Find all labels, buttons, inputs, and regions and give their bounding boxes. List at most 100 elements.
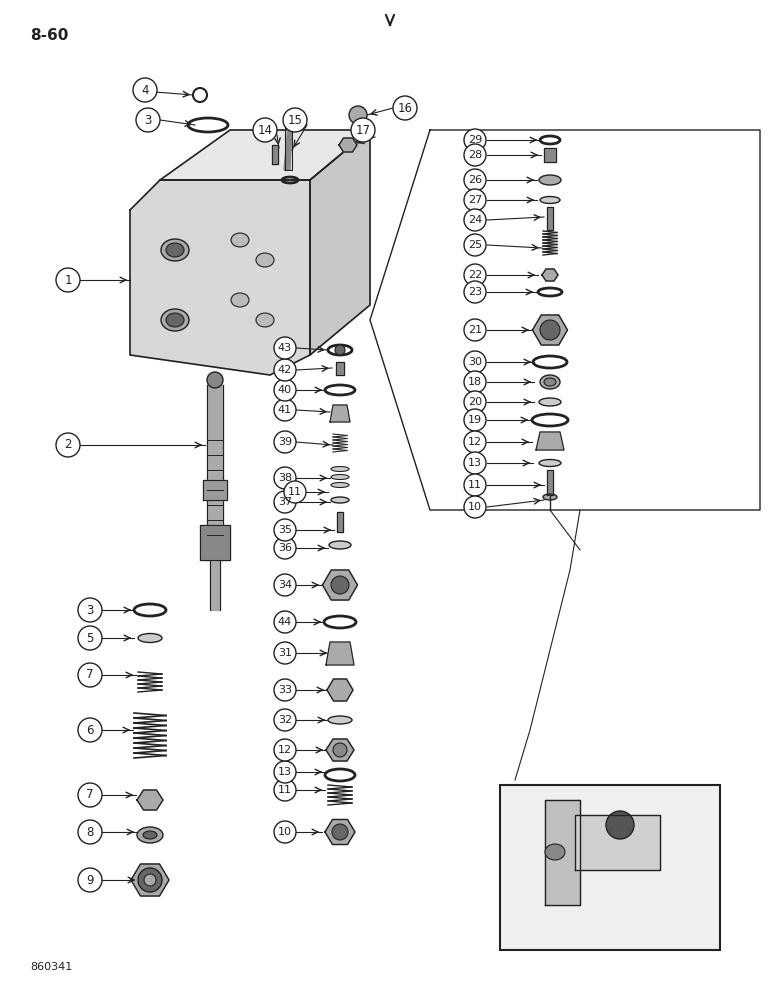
Text: 19: 19	[468, 415, 482, 425]
Text: 41: 41	[278, 405, 292, 415]
Circle shape	[78, 598, 102, 622]
Polygon shape	[130, 180, 310, 375]
Circle shape	[464, 496, 486, 518]
Circle shape	[274, 821, 296, 843]
Circle shape	[464, 144, 486, 166]
Polygon shape	[544, 148, 556, 162]
Circle shape	[207, 372, 223, 388]
Polygon shape	[131, 864, 169, 896]
Text: 33: 33	[278, 685, 292, 695]
Circle shape	[464, 281, 486, 303]
Polygon shape	[536, 432, 564, 450]
Ellipse shape	[331, 497, 349, 503]
Text: 9: 9	[86, 874, 93, 886]
Ellipse shape	[161, 309, 189, 331]
Polygon shape	[326, 642, 354, 665]
Polygon shape	[533, 315, 567, 345]
Ellipse shape	[539, 398, 561, 406]
Circle shape	[78, 626, 102, 650]
Text: 20: 20	[468, 397, 482, 407]
Circle shape	[78, 868, 102, 892]
Text: 27: 27	[468, 195, 482, 205]
Circle shape	[349, 106, 367, 124]
Circle shape	[464, 452, 486, 474]
Circle shape	[351, 118, 375, 142]
Circle shape	[274, 537, 296, 559]
Circle shape	[136, 108, 160, 132]
Circle shape	[464, 129, 486, 151]
Circle shape	[606, 811, 634, 839]
Text: 44: 44	[278, 617, 292, 627]
Circle shape	[133, 78, 157, 102]
Circle shape	[274, 491, 296, 513]
Text: 26: 26	[468, 175, 482, 185]
Circle shape	[274, 379, 296, 401]
Circle shape	[78, 718, 102, 742]
Polygon shape	[137, 790, 163, 810]
Polygon shape	[160, 130, 370, 180]
Ellipse shape	[138, 634, 162, 643]
Text: 4: 4	[141, 84, 149, 97]
Polygon shape	[323, 570, 357, 600]
Text: 13: 13	[468, 458, 482, 468]
Ellipse shape	[539, 460, 561, 466]
Text: 36: 36	[278, 543, 292, 553]
Circle shape	[56, 433, 80, 457]
Text: 18: 18	[468, 377, 482, 387]
Polygon shape	[542, 269, 558, 281]
Text: 17: 17	[355, 123, 371, 136]
Circle shape	[464, 209, 486, 231]
Circle shape	[274, 739, 296, 761]
Circle shape	[464, 234, 486, 256]
Polygon shape	[325, 820, 355, 844]
Circle shape	[284, 481, 306, 503]
Circle shape	[464, 319, 486, 341]
Text: 15: 15	[287, 113, 303, 126]
Circle shape	[274, 519, 296, 541]
Text: 23: 23	[468, 287, 482, 297]
Text: 30: 30	[468, 357, 482, 367]
Polygon shape	[575, 815, 660, 870]
Circle shape	[274, 679, 296, 701]
Ellipse shape	[143, 831, 157, 839]
Ellipse shape	[231, 233, 249, 247]
Circle shape	[332, 824, 348, 840]
Polygon shape	[327, 679, 353, 701]
Polygon shape	[310, 130, 370, 355]
Ellipse shape	[256, 253, 274, 267]
Text: 7: 7	[86, 668, 93, 682]
Ellipse shape	[161, 239, 189, 261]
Circle shape	[78, 820, 102, 844]
Text: 29: 29	[468, 135, 482, 145]
Circle shape	[464, 474, 486, 496]
Text: 32: 32	[278, 715, 292, 725]
Circle shape	[464, 351, 486, 373]
Circle shape	[274, 431, 296, 453]
Ellipse shape	[137, 827, 163, 843]
Text: 13: 13	[278, 767, 292, 777]
Circle shape	[283, 108, 307, 132]
Text: 34: 34	[278, 580, 292, 590]
Text: 42: 42	[278, 365, 292, 375]
Text: 35: 35	[278, 525, 292, 535]
Circle shape	[253, 118, 277, 142]
Text: 38: 38	[278, 473, 292, 483]
Circle shape	[464, 169, 486, 191]
Polygon shape	[337, 512, 343, 532]
Text: 11: 11	[468, 480, 482, 490]
Polygon shape	[210, 560, 220, 610]
Circle shape	[78, 783, 102, 807]
Text: 21: 21	[468, 325, 482, 335]
Polygon shape	[336, 362, 344, 375]
Text: 14: 14	[258, 123, 273, 136]
Polygon shape	[547, 207, 553, 230]
Polygon shape	[339, 138, 357, 152]
Circle shape	[464, 189, 486, 211]
Ellipse shape	[331, 475, 349, 480]
FancyBboxPatch shape	[500, 785, 720, 950]
Ellipse shape	[545, 844, 565, 860]
Text: 7: 7	[86, 788, 93, 802]
Ellipse shape	[166, 313, 184, 327]
Polygon shape	[330, 405, 350, 422]
Text: 2: 2	[64, 438, 72, 452]
